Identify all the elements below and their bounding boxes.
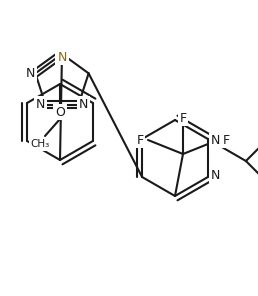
- Text: N: N: [211, 134, 221, 147]
- Text: F: F: [136, 133, 143, 147]
- Text: F: F: [179, 112, 187, 125]
- Text: N: N: [57, 51, 67, 64]
- Text: N: N: [211, 168, 221, 181]
- Text: N: N: [36, 98, 45, 111]
- Text: CH₃: CH₃: [30, 139, 50, 149]
- Text: F: F: [222, 133, 230, 147]
- Text: O: O: [55, 105, 65, 118]
- Text: N: N: [79, 98, 88, 111]
- Text: N: N: [26, 67, 35, 80]
